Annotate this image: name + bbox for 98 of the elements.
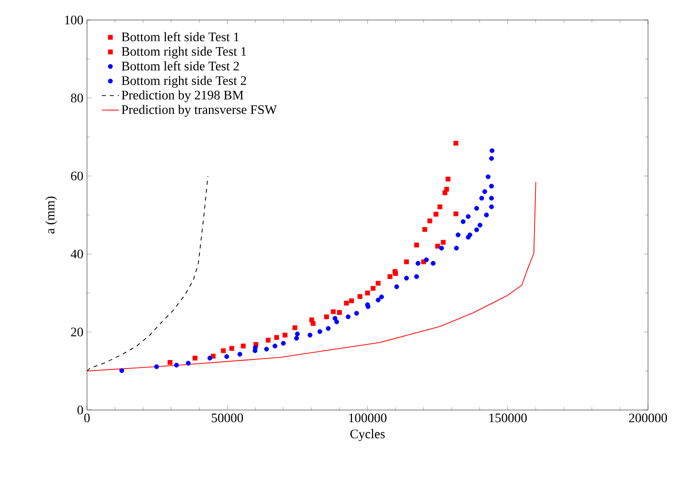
point [174,362,179,368]
point [330,309,336,314]
point [489,204,494,210]
point [119,368,124,374]
point [454,246,459,251]
point [376,298,381,302]
point [272,344,278,348]
point [416,260,420,266]
point [414,274,419,280]
point [453,140,458,146]
point [358,294,362,299]
y-tick-label: 80 [70,94,83,102]
point [479,196,484,201]
y-axis-title: a (mm) [45,196,58,234]
point [317,329,322,334]
point [379,294,384,300]
point [474,227,480,232]
y-tick-label: 20 [71,328,83,336]
point [264,346,269,352]
point [466,214,471,219]
point [252,345,258,350]
point [326,326,331,331]
point [437,204,442,210]
point [490,148,494,154]
point [154,364,159,370]
point [394,284,400,290]
point [482,189,488,194]
point [404,276,409,281]
point [308,332,312,338]
point [422,227,428,232]
point [489,156,494,161]
point [324,314,329,320]
point [444,186,450,192]
point [334,319,340,324]
point [439,246,444,251]
point [274,335,280,340]
point [456,232,461,238]
point [332,316,338,321]
point [424,257,429,262]
x-tick-label: 100000 [349,414,387,422]
point [430,260,436,266]
point [354,310,359,316]
point [376,280,381,286]
y-tick-label: 100 [65,16,83,24]
x-tick-label: 50000 [212,414,244,422]
point [365,290,370,296]
point [310,321,316,326]
point [484,212,489,218]
x-tick-label: 150000 [489,414,527,422]
legend-label: Bottom right side Test 2 [122,76,246,88]
x-axis-title: Cycles [350,429,385,441]
point [192,356,198,361]
point [489,196,494,201]
point [280,340,286,346]
point [474,206,480,211]
line-series [87,181,536,372]
point [240,344,246,348]
point [434,212,438,217]
point [168,360,172,365]
point [344,300,349,306]
point [427,218,432,224]
point [435,244,440,249]
point [266,338,271,343]
point [370,286,376,291]
point [220,348,226,354]
y-tick-label: 60 [71,172,83,180]
y-tick-label: 0 [77,406,83,414]
point [486,174,491,180]
y-tick-label: 40 [70,250,83,258]
point [467,232,472,238]
point [404,259,409,264]
legend-label: Prediction by transverse FSW [122,104,277,117]
point [294,336,299,341]
point [282,332,288,338]
point [460,219,466,224]
x-tick-label: 200000 [629,414,668,422]
point [349,298,354,304]
point [446,176,450,182]
point [237,352,242,357]
point [489,184,494,189]
point [229,346,234,351]
point [453,211,458,216]
x-tick-label: 0 [84,414,90,422]
legend-label: Bottom right side Test 1 [122,46,246,58]
point [388,274,392,280]
point [337,310,342,315]
legend-label: Bottom left side Test 2 [122,61,239,70]
point [478,222,482,228]
legend-label: Bottom left side Test 1 [122,32,239,42]
point [207,356,212,361]
point [414,242,419,248]
point [294,332,300,336]
point [186,360,191,366]
point [346,314,351,320]
point [440,240,446,245]
legend-label: Prediction by 2198 BM [122,90,244,102]
point [292,325,298,330]
point [224,354,230,359]
